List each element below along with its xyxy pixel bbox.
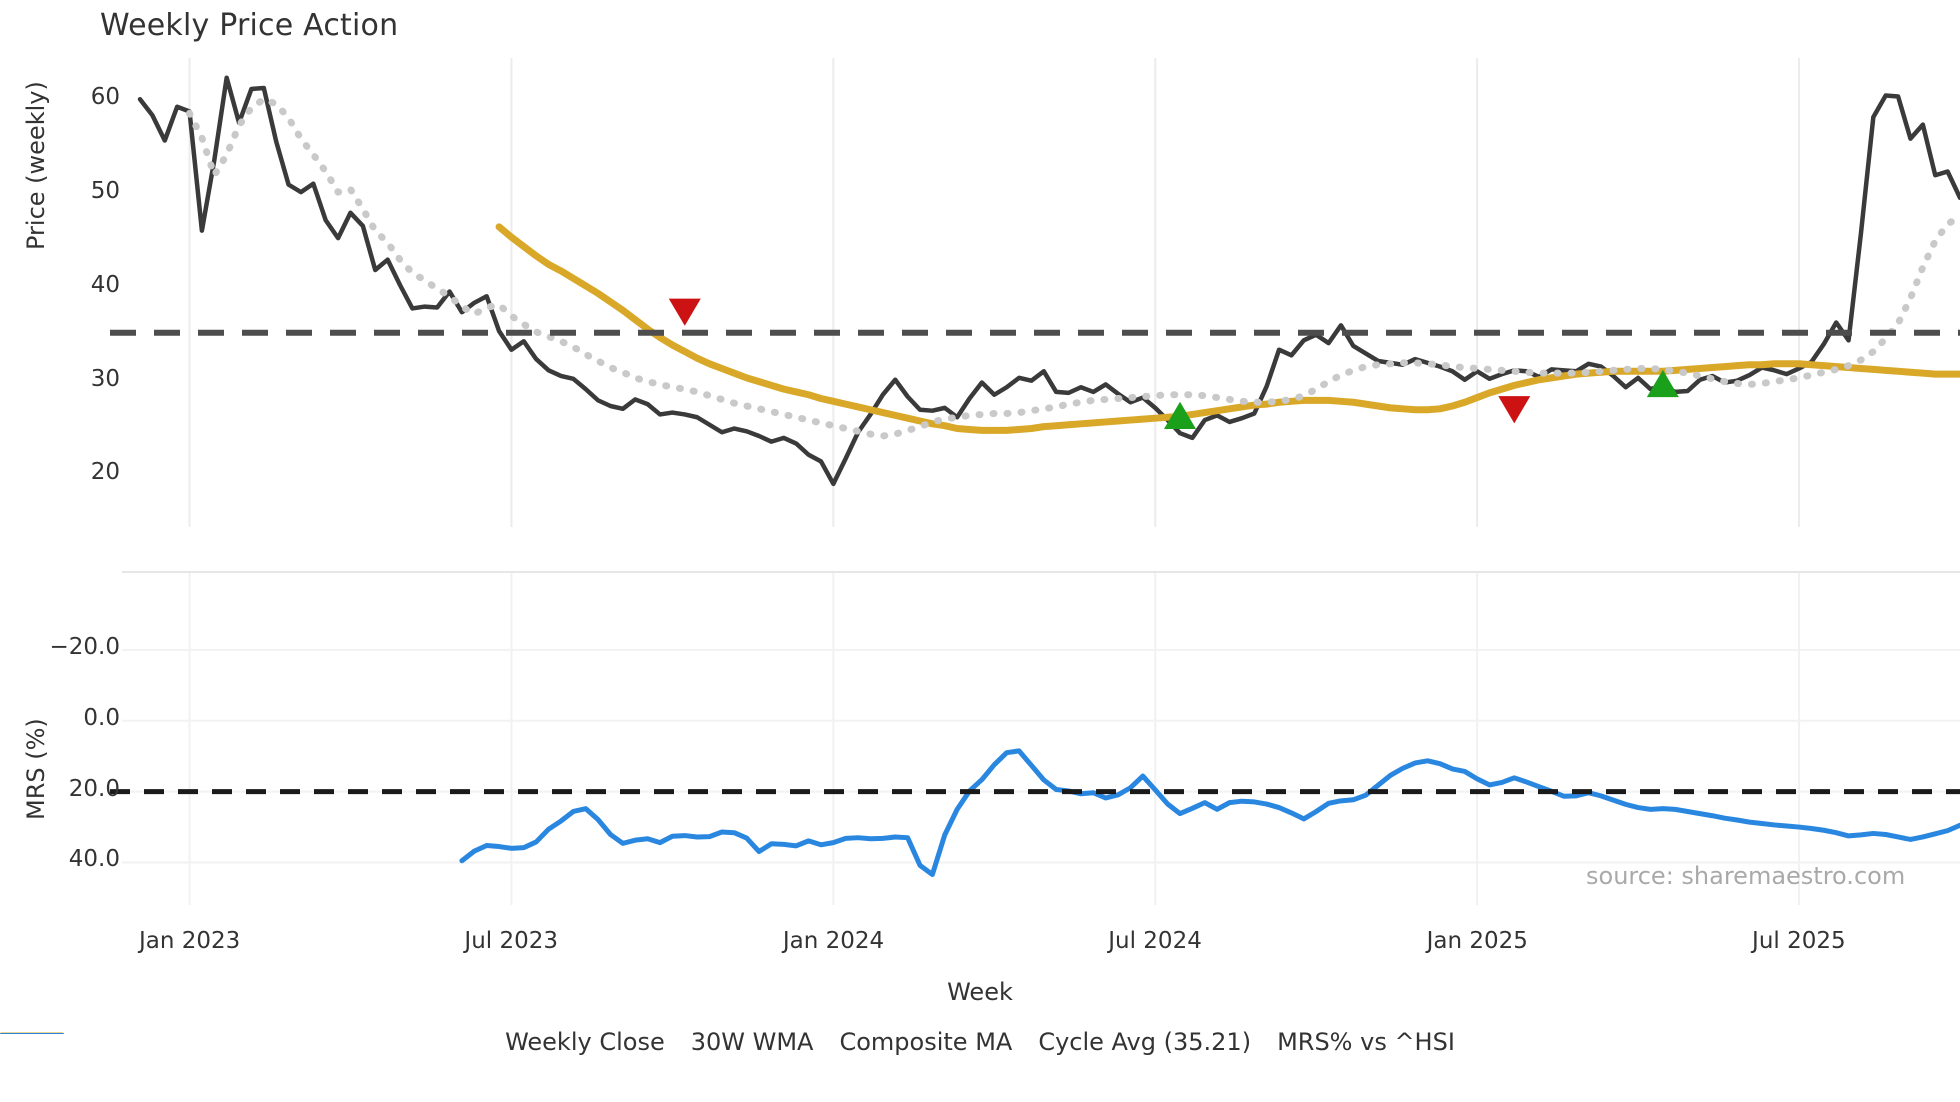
legend-item-composite-ma[interactable]: Composite MA: [0, 1028, 1013, 1056]
legend-swatch: [0, 1033, 64, 1034]
source-watermark: source: sharemaestro.com: [1586, 862, 1906, 890]
price-y-tick-label: 60: [90, 84, 120, 111]
x-tick-label: Jan 2024: [782, 928, 885, 954]
x-tick-label: Jul 2023: [464, 928, 559, 954]
mrs-y-tick-label: 0.0: [83, 704, 120, 731]
x-tick-label: Jul 2024: [1108, 928, 1202, 954]
legend-label: Composite MA: [839, 1028, 1013, 1056]
legend-label: 30W WMA: [690, 1028, 814, 1056]
legend-item-mrs-vs-hsi[interactable]: MRS% vs ^HSI: [0, 1028, 1455, 1056]
legend-label: MRS% vs ^HSI: [1277, 1028, 1455, 1056]
series-30w-wma: [495, 223, 1960, 434]
series-mrs-pct: [459, 748, 1960, 878]
legend-label: Cycle Avg (35.21): [1038, 1028, 1252, 1056]
mrs-y-tick-label: 20.0: [68, 775, 120, 802]
mrs-y-tick-label: −20.0: [49, 633, 120, 660]
buy-marker-triangle-up: [1646, 369, 1679, 398]
legend-item-weekly-close[interactable]: Weekly Close: [0, 1028, 665, 1056]
legend-item-30w-wma[interactable]: 30W WMA: [0, 1028, 814, 1056]
x-tick-label: Jul 2025: [1752, 928, 1846, 954]
x-axis-label: Week: [947, 978, 1013, 1006]
series-composite-ma: [186, 95, 1960, 440]
price-y-tick-label: 40: [90, 271, 120, 298]
buy-marker-triangle-up: [1164, 401, 1196, 429]
sell-marker-triangle-down: [668, 298, 701, 326]
legend-label: Weekly Close: [505, 1028, 665, 1056]
legend-item-cycle-avg-35-21-[interactable]: Cycle Avg (35.21): [0, 1028, 1252, 1056]
mrs-y-tick-label: 40.0: [68, 846, 120, 873]
sell-marker-triangle-down: [1498, 396, 1531, 424]
price-y-tick-label: 50: [90, 178, 120, 204]
chart-legend: Weekly Close 30W WMA Composite MA Cycle Avg…: [0, 1028, 1960, 1056]
page-title: Weekly Price Action: [100, 8, 399, 43]
x-tick-label: Jan 2025: [1426, 928, 1528, 954]
price-y-tick-label: 20: [90, 459, 120, 486]
x-tick-label: Jan 2023: [139, 928, 241, 954]
price-y-tick-label: 30: [90, 365, 120, 392]
